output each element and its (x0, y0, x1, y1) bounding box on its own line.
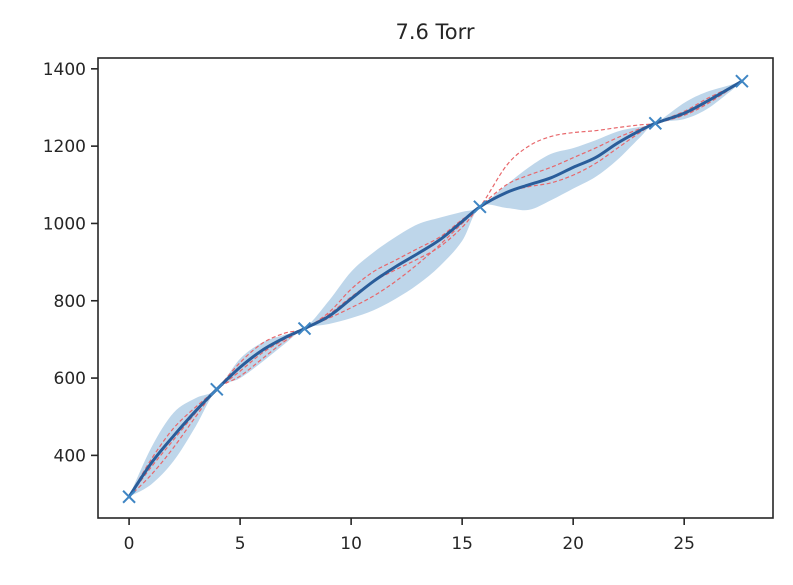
observation-marker (210, 382, 224, 396)
x-tick-label: 10 (340, 534, 362, 554)
x-tick-label: 5 (235, 534, 246, 554)
y-axis: 400 600 800 1000 1200 1400 (43, 60, 98, 466)
y-tick-label: 400 (54, 446, 86, 466)
mean-curve-layer (127, 79, 743, 498)
x-tick-label: 0 (124, 534, 135, 554)
y-tick-label: 1400 (43, 60, 86, 80)
uncertainty-band-layer (129, 81, 742, 497)
sample-curves-layer (128, 80, 743, 498)
observation-marker (735, 74, 749, 88)
sample-curve-2 (128, 80, 743, 498)
observation-marker (473, 200, 487, 214)
sample-curve-3 (128, 80, 743, 498)
observation-marker (648, 116, 663, 131)
mean-curve (127, 79, 743, 498)
chart-title: 7.6 Torr (395, 20, 474, 44)
x-tick-label: 25 (673, 534, 695, 554)
x-tick-label: 15 (451, 534, 473, 554)
y-tick-label: 600 (54, 369, 86, 389)
observation-marker (122, 490, 136, 504)
observation-marker (297, 321, 312, 336)
plot-frame (97, 57, 774, 519)
sample-curve-1 (128, 80, 743, 498)
uncertainty-band (129, 81, 742, 497)
x-axis: 0 5 10 15 20 25 (124, 518, 695, 554)
observation-markers-layer (122, 74, 749, 504)
y-tick-label: 1200 (43, 137, 86, 157)
y-tick-label: 800 (54, 292, 86, 312)
x-tick-label: 20 (562, 534, 584, 554)
y-tick-label: 1000 (43, 214, 86, 234)
